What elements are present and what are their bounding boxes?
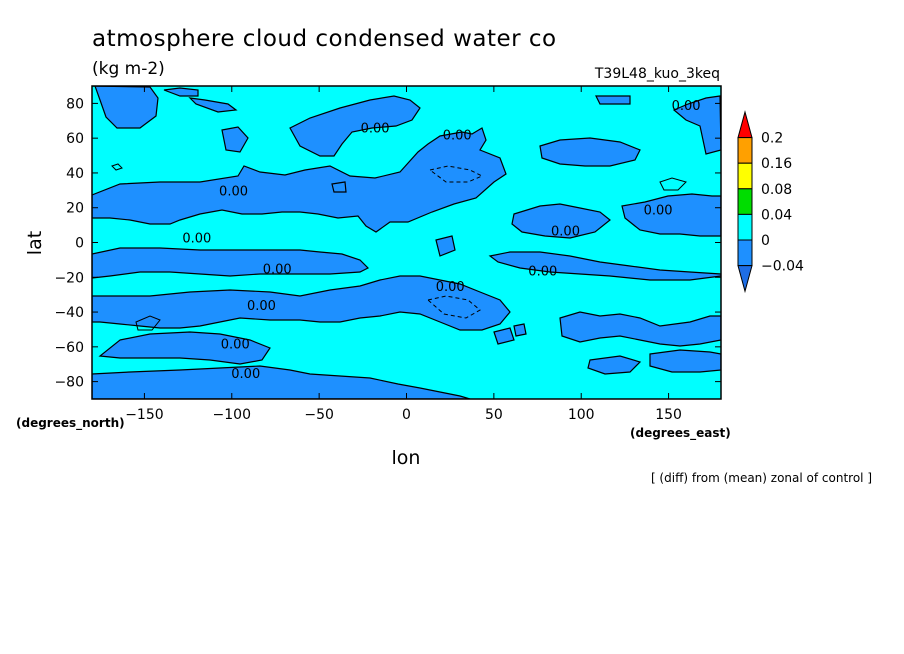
chart-title: atmosphere cloud condensed water co	[92, 26, 557, 52]
negative-region-10	[331, 181, 347, 193]
negative-region-8	[539, 137, 641, 167]
y-tick-label: 0	[75, 236, 84, 252]
negative-region-18	[98, 331, 271, 365]
y-tick-label: −40	[54, 305, 84, 321]
negative-region-2	[163, 87, 199, 97]
x-axis-ticks: −150 −100 −50 0 50 100 150	[125, 86, 682, 423]
x-tick-label: 50	[485, 407, 503, 423]
contour-label: 0.00	[528, 264, 557, 279]
run-name: T39L48_kuo_3keq	[594, 66, 720, 82]
negative-region-7	[672, 95, 721, 155]
y-axis-unit: (degrees_north)	[16, 416, 125, 431]
y-tick-label: −80	[54, 375, 84, 391]
contour-label: 0.00	[263, 263, 292, 278]
negative-region-19	[92, 365, 471, 399]
colorbar-segment	[737, 137, 753, 164]
colorbar-segment	[737, 188, 753, 215]
contour-label: 0.00	[361, 122, 390, 137]
negative-region-13	[435, 235, 456, 257]
contour-labels: 0.00 0.00 0.00 0.00 0.00 0.00 0.00 0.00 0.00 0.00…	[182, 99, 700, 382]
x-tick-label: −50	[304, 407, 334, 423]
y-tick-label: 20	[66, 201, 84, 217]
negative-region-6	[595, 95, 631, 105]
negative-region-23	[513, 323, 527, 337]
negative-region-16	[92, 275, 511, 331]
negative-region-20	[587, 355, 642, 375]
colorbar-label: 0.04	[761, 207, 792, 223]
minor-contour-2	[426, 295, 481, 319]
x-axis-unit: (degrees_east)	[630, 426, 731, 441]
minor-contour-4	[135, 315, 161, 331]
contour-label: 0.00	[221, 337, 250, 352]
negative-region-1	[92, 86, 159, 129]
negative-region-15	[488, 251, 721, 281]
colorbar-segment	[737, 110, 753, 139]
y-tick-label: −20	[54, 270, 84, 286]
negative-region-12	[621, 193, 721, 237]
x-tick-label: −100	[213, 407, 251, 423]
y-tick-label: 40	[66, 166, 84, 182]
colorbar: 0.2 0.16 0.08 0.04 0 −0.04	[737, 110, 804, 294]
negative-region-17	[559, 311, 721, 347]
negative-region-9	[92, 127, 507, 233]
negative-region-4	[221, 126, 249, 153]
contour-label: 0.00	[644, 203, 673, 218]
minor-contour-3	[659, 177, 687, 191]
minor-contour-1	[428, 165, 484, 183]
contour-label: 0.00	[436, 280, 465, 295]
colorbar-label: 0.16	[761, 156, 792, 172]
x-tick-label: 100	[568, 407, 595, 423]
negative-region-21	[649, 349, 721, 373]
colorbar-label: 0	[761, 233, 770, 249]
colorbar-segment	[737, 162, 753, 190]
colorbar-label: −0.04	[761, 259, 804, 275]
y-tick-label: 80	[66, 96, 84, 112]
colorbar-segment	[737, 213, 753, 241]
units-label: (kg m-2)	[92, 59, 165, 79]
colorbar-label: 0.08	[761, 182, 792, 198]
contour-label: 0.00	[247, 299, 276, 314]
colorbar-segment	[737, 239, 753, 267]
x-axis-label: lon	[392, 447, 421, 469]
minor-contour-5	[111, 163, 123, 171]
negative-region-5	[289, 95, 421, 157]
plot-area: 0.00 0.00 0.00 0.00 0.00 0.00 0.00 0.00 0.00 0.00…	[54, 85, 722, 423]
y-tick-label: 60	[66, 131, 84, 147]
y-tick-label: −60	[54, 340, 84, 356]
contour-label: 0.00	[231, 367, 260, 382]
contour-regions	[92, 86, 721, 399]
negative-region-14	[92, 247, 370, 279]
contour-label: 0.00	[182, 231, 211, 246]
x-tick-label: 0	[402, 407, 411, 423]
y-axis-ticks: −80 −60 −40 −20 0 20 40 60 80	[54, 96, 721, 391]
negative-region-11	[511, 203, 611, 239]
negative-region-3	[188, 97, 238, 113]
x-tick-label: −150	[125, 407, 163, 423]
negative-region-22	[493, 327, 515, 345]
contour-label: 0.00	[443, 129, 472, 144]
contour-label: 0.00	[551, 224, 580, 239]
y-axis-label: lat	[24, 231, 46, 255]
x-tick-label: 150	[655, 407, 682, 423]
colorbar-label: 0.2	[761, 131, 783, 147]
contour-label: 0.00	[219, 184, 248, 199]
colorbar-segment	[737, 265, 753, 294]
difference-note: [ (diff) from (mean) zonal of control ]	[651, 471, 872, 485]
contour-label: 0.00	[672, 99, 701, 114]
